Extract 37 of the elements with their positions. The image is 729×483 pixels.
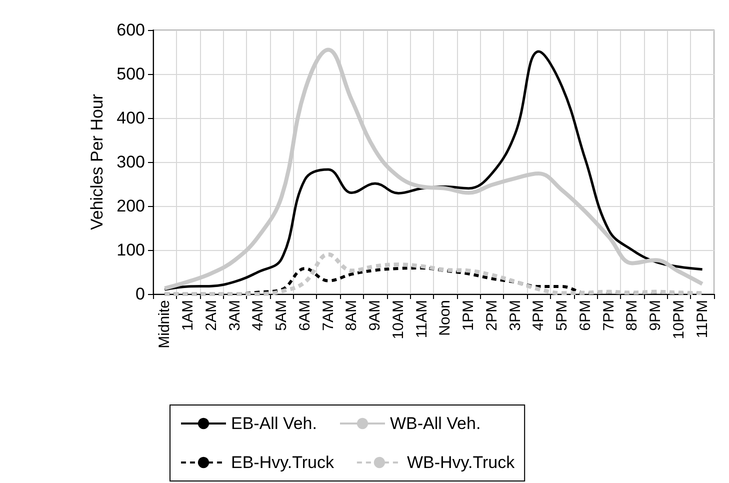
- y-tick-label: 500: [116, 64, 145, 84]
- y-tick-label: 200: [116, 196, 145, 216]
- y-tick-label: 0: [136, 284, 145, 304]
- x-tick-label: 6PM: [576, 300, 594, 331]
- x-tick-label: 11PM: [694, 300, 711, 338]
- x-tick-label: 1AM: [180, 300, 197, 331]
- x-tick-label: 10PM: [670, 300, 688, 340]
- x-tick-label: 8PM: [624, 300, 641, 331]
- x-tick-label: 6AM: [296, 300, 314, 331]
- y-tick-label: 400: [116, 108, 145, 128]
- y-tick-label: 100: [116, 240, 145, 260]
- x-tick-label: Midnite: [156, 300, 174, 348]
- x-tick-label: 2AM: [202, 300, 220, 331]
- x-tick-label: 4AM: [250, 300, 267, 331]
- x-tick-label: 10AM: [390, 300, 407, 340]
- x-tick-label: 1PM: [460, 300, 478, 331]
- y-tick-label: 600: [116, 20, 145, 40]
- line-series: [162, 252, 704, 296]
- x-tick-label: 11AM: [413, 300, 430, 338]
- x-tick-label: 4PM: [530, 300, 548, 331]
- x-tick-label: 8AM: [343, 300, 360, 331]
- legend-label: EB-Hvy.Truck: [231, 453, 334, 472]
- x-tick-label: 5AM: [273, 300, 290, 331]
- x-tick-label: 9PM: [647, 300, 664, 331]
- x-tick-label: 5PM: [554, 300, 571, 331]
- y-axis-title: Vehicles Per Hour: [88, 94, 107, 230]
- legend-label: WB-Hvy.Truck: [406, 453, 516, 472]
- x-tick-label: Noon: [436, 300, 454, 336]
- x-tick-label: 7AM: [320, 300, 337, 331]
- x-tick-label: 3PM: [506, 300, 524, 331]
- legend-label: WB-All Veh.: [390, 414, 481, 433]
- x-tick-label: 9AM: [366, 300, 384, 331]
- x-tick-label: 7PM: [600, 300, 618, 331]
- legend-label: EB-All Veh.: [231, 414, 317, 433]
- x-tick-label: 3AM: [226, 300, 244, 331]
- x-tick-label: 2PM: [483, 300, 500, 331]
- y-tick-label: 300: [116, 152, 145, 172]
